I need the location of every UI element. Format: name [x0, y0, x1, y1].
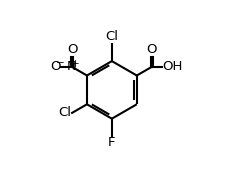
- Text: N: N: [67, 61, 77, 74]
- Text: F: F: [108, 137, 116, 150]
- Text: O: O: [67, 43, 77, 56]
- Text: +: +: [71, 59, 80, 69]
- Text: −: −: [56, 58, 65, 68]
- Text: Cl: Cl: [105, 30, 118, 43]
- Text: OH: OH: [162, 61, 183, 74]
- Text: O: O: [146, 43, 157, 56]
- Text: O: O: [50, 61, 61, 74]
- Text: Cl: Cl: [58, 106, 71, 119]
